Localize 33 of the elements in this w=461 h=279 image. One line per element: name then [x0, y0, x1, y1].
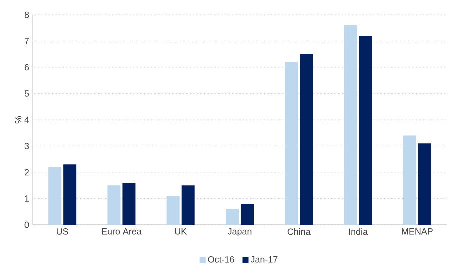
bar: [359, 36, 372, 225]
bar: [48, 167, 62, 225]
y-tick-label: 5: [24, 90, 30, 97]
x-tick-label: China: [288, 228, 311, 236]
y-tick-label: 3: [24, 143, 30, 150]
y-tick-label: 6: [24, 64, 30, 71]
x-tick-label: UK: [175, 228, 187, 235]
bar: [403, 136, 416, 225]
bar: [240, 204, 254, 225]
bar: [418, 144, 432, 225]
bar: [108, 186, 121, 225]
bar: [64, 164, 77, 225]
bar: [226, 209, 240, 225]
y-tick-label: 7: [24, 38, 30, 44]
bar: [182, 186, 195, 225]
legend-label: Oct-16: [208, 256, 234, 263]
bar: [166, 196, 180, 225]
x-tick-label: MENAP: [402, 228, 433, 235]
x-tick-label: India: [349, 228, 368, 236]
bar: [122, 183, 136, 225]
x-tick-label: Euro Area: [102, 228, 142, 235]
y-tick-label: 2: [24, 169, 30, 176]
y-tick-label: 8: [24, 12, 30, 18]
x-tick-label: US: [57, 228, 68, 235]
legend-label: Jan-17: [250, 256, 278, 263]
y-tick-label: 1: [25, 196, 30, 202]
bar: [300, 54, 314, 225]
y-axis-title: %: [15, 116, 22, 124]
y-tick-label: 4: [24, 116, 30, 124]
bar: [344, 26, 358, 225]
bar: [285, 62, 298, 225]
y-tick-label: 0: [24, 222, 30, 228]
x-tick-label: Japan: [228, 228, 252, 237]
